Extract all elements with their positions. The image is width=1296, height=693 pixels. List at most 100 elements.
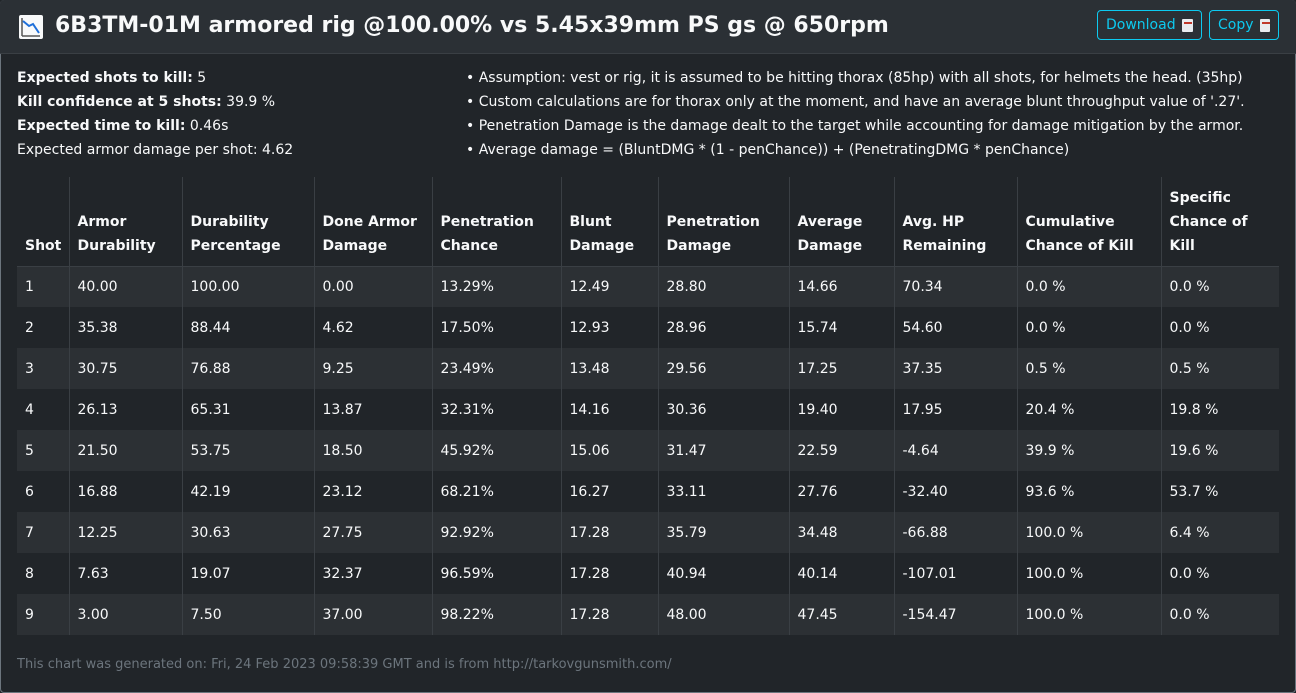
table-cell: 48.00 <box>658 594 790 635</box>
table-cell: 92.92% <box>432 512 562 553</box>
column-header: Blunt Damage <box>561 177 659 267</box>
table-row: 2 35.38 88.44 4.62 17.50% 12.93 28.96 15.74 54.6… <box>17 307 1279 348</box>
column-header: Durability Percentage <box>182 177 315 267</box>
clipboard-icon <box>1259 18 1270 32</box>
table-cell: 2 <box>17 307 70 348</box>
column-header: Specific Chance of Kill <box>1161 177 1279 267</box>
table-cell: -66.88 <box>894 512 1018 553</box>
column-header: Shot <box>17 177 70 267</box>
table-cell: -107.01 <box>894 553 1018 594</box>
table-row: 6 16.88 42.19 23.12 68.21% 16.27 33.11 27.76 -32… <box>17 471 1279 512</box>
column-header-line: Penetration <box>666 213 760 230</box>
table-cell: 31.47 <box>658 430 790 471</box>
column-header: Average Damage <box>789 177 895 267</box>
table-cell: 32.31% <box>432 389 562 430</box>
column-header-line: Done Armor <box>322 213 417 230</box>
kill-confidence: Kill confidence at 5 shots: 39.9 % <box>17 94 276 110</box>
page-title: 6B3TM-01M armored rig @100.00% vs 5.45x3… <box>55 13 889 38</box>
table-cell: 32.37 <box>314 553 433 594</box>
table-cell: 0.5 % <box>1161 348 1279 389</box>
table-row: 9 3.00 7.50 37.00 98.22% 17.28 48.00 47.45 -154.… <box>17 594 1279 635</box>
table-cell: 9 <box>17 594 70 635</box>
table-cell: 35.79 <box>658 512 790 553</box>
table-cell: 0.0 % <box>1161 594 1279 635</box>
table-cell: 4 <box>17 389 70 430</box>
table-cell: 17.25 <box>789 348 895 389</box>
table-cell: 3.00 <box>69 594 183 635</box>
table-cell: 35.38 <box>69 307 183 348</box>
table-cell: 100.0 % <box>1017 512 1162 553</box>
armor-damage-per-shot: Expected armor damage per shot: 4.62 <box>17 142 294 158</box>
table-cell: 14.66 <box>789 266 895 307</box>
table-cell: 17.28 <box>561 512 659 553</box>
column-header-line: Armor <box>77 213 127 230</box>
table-cell: 30.75 <box>69 348 183 389</box>
summary-stats: Expected shots to kill: 5 Kill confidenc… <box>17 66 293 162</box>
column-header-line: Blunt <box>569 213 612 230</box>
table-cell: 100.0 % <box>1017 594 1162 635</box>
column-header-line: Penetration <box>440 213 534 230</box>
column-header-line: Cumulative <box>1025 213 1115 230</box>
table-cell: 26.13 <box>69 389 183 430</box>
table-row: 3 30.75 76.88 9.25 23.49% 13.48 29.56 17.25 37.3… <box>17 348 1279 389</box>
table-cell: 30.36 <box>658 389 790 430</box>
table-cell: 23.49% <box>432 348 562 389</box>
table-cell: 65.31 <box>182 389 315 430</box>
table-cell: 5 <box>17 430 70 471</box>
table-row: 8 7.63 19.07 32.37 96.59% 17.28 40.94 40.14 -107… <box>17 553 1279 594</box>
table-row: 1 40.00 100.00 0.00 13.29% 12.49 28.80 14.66 70.… <box>17 266 1279 307</box>
table-cell: -32.40 <box>894 471 1018 512</box>
table-cell: 88.44 <box>182 307 315 348</box>
table-cell: 19.40 <box>789 389 895 430</box>
table-cell: 13.29% <box>432 266 562 307</box>
copy-button-label: Copy <box>1218 17 1254 33</box>
table-cell: 98.22% <box>432 594 562 635</box>
column-header-line: Specific <box>1169 189 1231 206</box>
table-cell: 22.59 <box>789 430 895 471</box>
copy-button[interactable]: Copy <box>1209 10 1279 40</box>
table-cell: 30.63 <box>182 512 315 553</box>
table-cell: 93.6 % <box>1017 471 1162 512</box>
column-header-line: Durability <box>190 213 269 230</box>
download-button[interactable]: Download <box>1097 10 1202 40</box>
column-header-line: Average <box>797 213 863 230</box>
table-cell: 100.0 % <box>1017 553 1162 594</box>
column-header: Penetration Chance <box>432 177 562 267</box>
image-icon <box>1181 18 1193 32</box>
table-cell: 20.4 % <box>1017 389 1162 430</box>
table-cell: 33.11 <box>658 471 790 512</box>
table-cell: 6.4 % <box>1161 512 1279 553</box>
table-cell: 42.19 <box>182 471 315 512</box>
table-cell: 4.62 <box>314 307 433 348</box>
table-cell: 39.9 % <box>1017 430 1162 471</box>
table-cell: 1 <box>17 266 70 307</box>
column-header-line: Damage <box>666 237 732 254</box>
table-cell: 54.60 <box>894 307 1018 348</box>
table-cell: 40.14 <box>789 553 895 594</box>
table-cell: 0.0 % <box>1161 307 1279 348</box>
table-cell: 12.93 <box>561 307 659 348</box>
table-cell: 0.5 % <box>1017 348 1162 389</box>
results-table: Shot Armor Durability Durability Percentage D… <box>17 177 1279 635</box>
column-header: Done Armor Damage <box>314 177 433 267</box>
table-cell: 100.00 <box>182 266 315 307</box>
table-cell: 6 <box>17 471 70 512</box>
table-cell: 37.00 <box>314 594 433 635</box>
column-header: Penetration Damage <box>658 177 790 267</box>
table-cell: 76.88 <box>182 348 315 389</box>
table-cell: 13.48 <box>561 348 659 389</box>
table-cell: 12.49 <box>561 266 659 307</box>
table-cell: 7.63 <box>69 553 183 594</box>
table-cell: 21.50 <box>69 430 183 471</box>
column-header: Armor Durability <box>69 177 183 267</box>
column-header-line: Durability <box>77 237 156 254</box>
table-cell: 7 <box>17 512 70 553</box>
card-header: 6B3TM-01M armored rig @100.00% vs 5.45x3… <box>0 0 1296 54</box>
table-cell: 18.50 <box>314 430 433 471</box>
column-header-line: Chance of Kill <box>1025 237 1134 254</box>
column-header-line: Remaining <box>902 237 987 254</box>
table-cell: 68.21% <box>432 471 562 512</box>
table-cell: 29.56 <box>658 348 790 389</box>
table-row: 4 26.13 65.31 13.87 32.31% 14.16 30.36 19.40 17.… <box>17 389 1279 430</box>
table-cell: 28.96 <box>658 307 790 348</box>
